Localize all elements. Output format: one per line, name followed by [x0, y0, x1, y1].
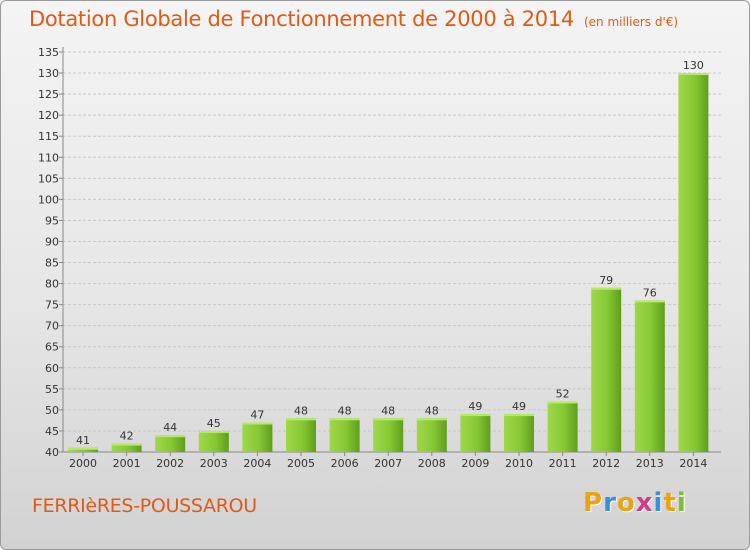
y-tick-label: 80	[45, 278, 59, 291]
y-tick-label: 135	[38, 46, 59, 59]
grid-lines	[63, 51, 721, 453]
y-tick-label: 130	[38, 67, 59, 80]
bar-cap	[591, 287, 622, 290]
bar-2010[interactable]	[504, 414, 534, 452]
y-tick-label: 95	[45, 214, 59, 227]
logo-letter: x	[635, 488, 654, 518]
bar-cap	[155, 435, 186, 438]
x-axis: 2000 2001 2002 2003 2004 2005 2006 2007 2008 2009…	[69, 452, 707, 470]
x-tick-label: 2006	[331, 457, 359, 470]
x-tick-label: 2007	[374, 457, 402, 470]
x-tick-label: 2013	[636, 457, 664, 470]
y-tick-label: 40	[45, 446, 59, 459]
value-label: 45	[207, 417, 221, 430]
y-tick-label: 55	[45, 383, 59, 396]
logo-letter: o	[616, 488, 636, 518]
bar-cap	[416, 418, 447, 421]
value-label: 76	[643, 286, 657, 299]
bar-2004[interactable]	[242, 422, 273, 452]
value-label: 79	[599, 274, 613, 287]
value-label: 44	[163, 421, 177, 434]
bar-2006[interactable]	[329, 418, 360, 452]
x-tick-label: 2005	[287, 457, 315, 470]
y-tick-label: 50	[45, 404, 59, 417]
bar-cap	[286, 418, 316, 421]
bar-cap	[68, 447, 98, 450]
y-tick-label: 70	[45, 320, 59, 333]
logo-letter: r	[603, 488, 617, 518]
x-tick-label: 2000	[69, 457, 97, 470]
bar-2014[interactable]	[678, 73, 709, 452]
value-label: 49	[468, 400, 482, 413]
x-tick-label: 2010	[505, 457, 533, 470]
x-tick-label: 2012	[592, 457, 620, 470]
y-tick-label: 125	[38, 88, 59, 101]
value-label: 48	[425, 404, 439, 417]
bar-cap	[634, 300, 665, 303]
place-name: FERRIèRES-POUSSAROU	[32, 495, 257, 517]
y-tick-label: 45	[45, 425, 59, 438]
bar-2008[interactable]	[416, 418, 447, 452]
y-tick-label: 75	[45, 299, 59, 312]
bar-cap	[111, 443, 142, 446]
bar-cap	[242, 422, 273, 425]
x-tick-label: 2004	[243, 457, 271, 470]
logo-letter: P	[583, 488, 604, 518]
bar-cap	[460, 414, 491, 417]
bar-2000[interactable]	[68, 447, 98, 452]
bar-2011[interactable]	[547, 401, 578, 452]
value-label: 130	[683, 59, 704, 72]
value-label: 47	[250, 409, 264, 422]
x-tick-label: 2002	[156, 457, 184, 470]
bar-cap	[504, 414, 534, 417]
bars: 41 42 44 45 47 48 48 48 48 49 49 52 79 76 130	[68, 59, 709, 452]
bar-cap	[329, 418, 360, 421]
value-label: 48	[294, 404, 308, 417]
y-tick-label: 65	[45, 341, 59, 354]
y-tick-label: 105	[38, 172, 59, 185]
chart-unit: (en milliers d'€)	[583, 15, 679, 29]
logo-letter: t	[663, 488, 677, 518]
value-label: 52	[556, 387, 570, 400]
bar-2013[interactable]	[634, 300, 665, 452]
x-tick-label: 2014	[679, 457, 707, 470]
bar-cap	[547, 401, 578, 404]
x-tick-label: 2011	[549, 457, 577, 470]
bar-2012[interactable]	[591, 287, 622, 452]
y-tick-label: 110	[38, 151, 59, 164]
value-label: 41	[76, 434, 90, 447]
x-tick-label: 2003	[200, 457, 228, 470]
value-label: 48	[381, 404, 395, 417]
chart-title-text: Dotation Globale de Fonctionnement de 20…	[29, 7, 574, 31]
chart-title: Dotation Globale de Fonctionnement de 20…	[29, 7, 678, 31]
bar-2009[interactable]	[460, 414, 491, 452]
value-label: 42	[120, 430, 134, 443]
bar-cap	[373, 418, 404, 421]
bar-2003[interactable]	[198, 430, 229, 452]
proxiti-logo[interactable]: Proxiti	[583, 488, 687, 518]
logo-letter: i	[653, 488, 664, 518]
x-tick-label: 2001	[113, 457, 141, 470]
y-tick-label: 60	[45, 362, 59, 375]
value-label: 48	[338, 404, 352, 417]
bar-2007[interactable]	[373, 418, 404, 452]
x-tick-label: 2009	[461, 457, 489, 470]
bar-cap	[678, 73, 709, 76]
x-tick-label: 2008	[418, 457, 446, 470]
bar-cap	[198, 430, 229, 433]
y-tick-label: 100	[38, 193, 59, 206]
y-tick-label: 90	[45, 235, 59, 248]
y-tick-label: 85	[45, 257, 59, 270]
logo-letter: i	[676, 488, 687, 518]
bar-2005[interactable]	[286, 418, 316, 452]
bar-2001[interactable]	[111, 443, 142, 452]
y-tick-label: 115	[38, 130, 59, 143]
bar-2002[interactable]	[155, 435, 186, 452]
y-tick-label: 120	[38, 109, 59, 122]
value-label: 49	[512, 400, 526, 413]
